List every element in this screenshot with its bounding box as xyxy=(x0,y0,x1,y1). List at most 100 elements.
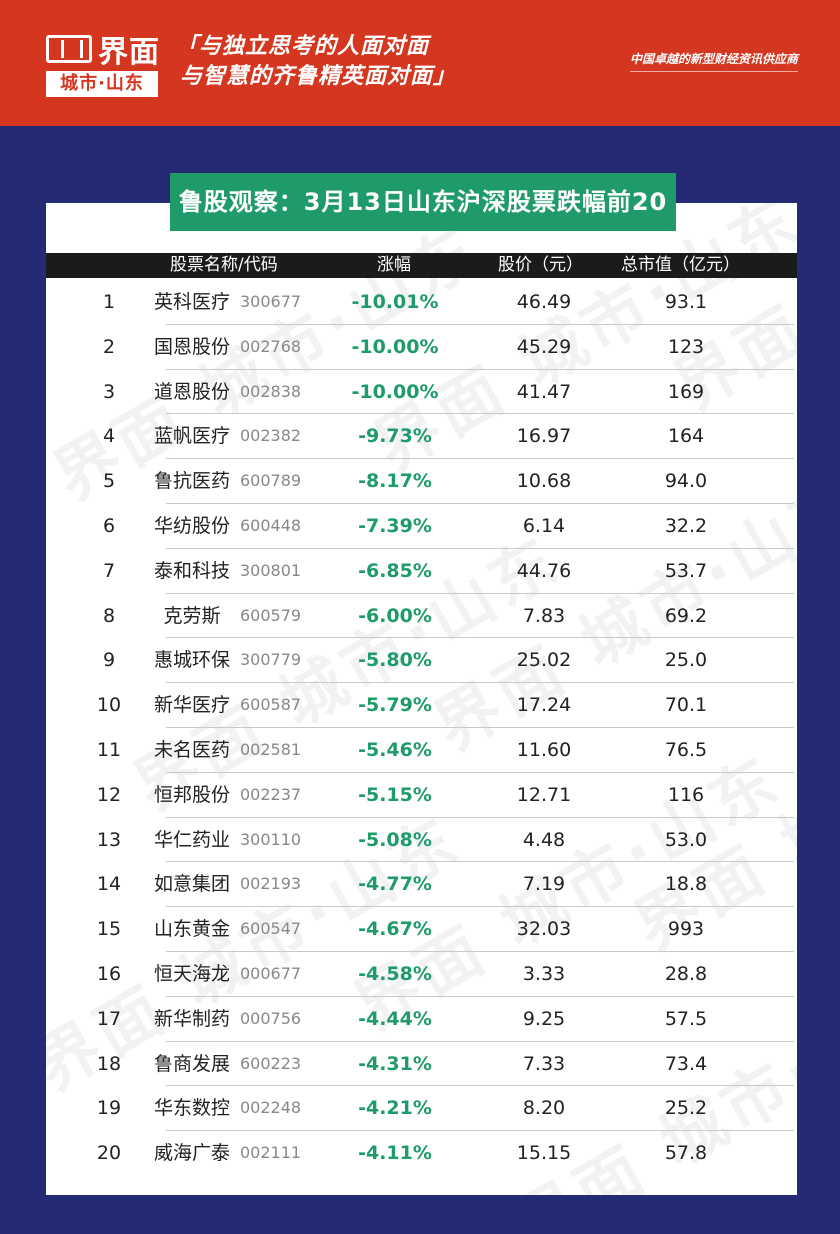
market-cap: 116 xyxy=(667,783,705,806)
column-header-change: 涨幅 xyxy=(377,255,411,275)
table-row: 3 道恩股份 002838 -10.00% 41.47 169 xyxy=(46,370,797,415)
row-rank: 8 xyxy=(102,604,116,627)
city-badge: 城市·山东 xyxy=(46,71,158,97)
market-cap: 93.1 xyxy=(664,291,708,313)
stock-name: 未名医药 xyxy=(153,738,230,761)
stock-code: 002382 xyxy=(240,426,302,446)
table-card: 界面 城市·山东 界面 城市·山东 界面 城市·山东 界面 城市·山东 界面 城… xyxy=(46,203,797,1195)
stock-name: 克劳斯 xyxy=(163,604,221,627)
stock-code: 300677 xyxy=(240,292,302,311)
market-cap: 57.8 xyxy=(664,1142,708,1165)
table-header: 股票名称/代码 涨幅 股价（元） 总市值（亿元） xyxy=(46,253,797,278)
row-rank: 5 xyxy=(102,470,116,493)
stock-price: 12.71 xyxy=(516,783,572,806)
row-rank: 18 xyxy=(96,1052,122,1075)
table-row: 1 英科医疗 300677 -10.01% 46.49 93.1 xyxy=(46,280,797,325)
market-cap: 32.2 xyxy=(664,514,708,537)
change-percent: -10.01% xyxy=(351,291,439,313)
page-title: 鲁股观察：3月13日山东沪深股票跌幅前20 xyxy=(170,173,676,231)
row-rank: 7 xyxy=(102,559,116,582)
stock-code: 002768 xyxy=(240,336,302,356)
row-rank: 20 xyxy=(96,1142,122,1165)
market-cap: 76.5 xyxy=(664,738,708,761)
stock-price: 9.25 xyxy=(522,1007,566,1030)
stock-name: 英科医疗 xyxy=(153,291,230,313)
stock-price: 10.68 xyxy=(516,470,572,493)
table-row: 2 国恩股份 002768 -10.00% 45.29 123 xyxy=(46,325,797,370)
stock-name: 鲁抗医药 xyxy=(153,470,230,493)
table-row: 12 恒邦股份 002237 -5.15% 12.71 116 xyxy=(46,773,797,818)
stock-price: 32.03 xyxy=(516,918,572,941)
market-cap: 18.8 xyxy=(664,873,708,896)
stock-price: 7.19 xyxy=(522,873,566,896)
stock-price: 7.83 xyxy=(522,604,566,627)
market-cap: 28.8 xyxy=(664,962,708,985)
table-row: 18 鲁商发展 600223 -4.31% 7.33 73.4 xyxy=(46,1042,797,1087)
table-row: 13 华仁药业 300110 -5.08% 4.48 53.0 xyxy=(46,818,797,863)
stock-name: 恒邦股份 xyxy=(153,783,230,806)
table-row: 9 惠城环保 300779 -5.80% 25.02 25.0 xyxy=(46,638,797,683)
brand-logo: 界面 xyxy=(46,30,160,70)
stock-price: 6.14 xyxy=(522,514,566,537)
stock-name: 山东黄金 xyxy=(153,918,230,941)
table-row: 15 山东黄金 600547 -4.67% 32.03 993 xyxy=(46,907,797,952)
table-row: 11 未名医药 002581 -5.46% 11.60 76.5 xyxy=(46,728,797,773)
stock-code: 002237 xyxy=(240,784,302,804)
change-percent: -7.39% xyxy=(358,514,432,537)
table-row: 10 新华医疗 600587 -5.79% 17.24 70.1 xyxy=(46,683,797,728)
market-cap: 993 xyxy=(667,918,705,941)
logo-text: 界面 xyxy=(98,35,160,70)
stock-name: 鲁商发展 xyxy=(153,1052,230,1075)
stock-code: 002111 xyxy=(240,1143,302,1163)
table-row: 8 克劳斯 600579 -6.00% 7.83 69.2 xyxy=(46,594,797,639)
change-percent: -10.00% xyxy=(351,380,439,403)
change-percent: -4.21% xyxy=(358,1097,432,1120)
stock-table: 1 英科医疗 300677 -10.01% 46.49 93.1 2 国恩股份 002768 -1… xyxy=(46,280,797,1176)
stock-name: 华仁药业 xyxy=(153,828,230,851)
row-rank: 2 xyxy=(102,335,116,358)
stock-code: 600223 xyxy=(240,1053,302,1073)
table-row: 16 恒天海龙 000677 -4.58% 3.33 28.8 xyxy=(46,952,797,997)
stock-name: 华东数控 xyxy=(153,1097,230,1120)
market-cap: 73.4 xyxy=(664,1052,708,1075)
stock-price: 3.33 xyxy=(522,962,566,985)
row-rank: 17 xyxy=(96,1007,122,1030)
column-header-name-code: 股票名称/代码 xyxy=(170,255,278,275)
stock-price: 11.60 xyxy=(516,738,572,761)
table-row: 20 威海广泰 002111 -4.11% 15.15 57.8 xyxy=(46,1131,797,1176)
change-percent: -4.44% xyxy=(358,1007,432,1030)
market-cap: 94.0 xyxy=(664,470,708,493)
stock-price: 4.48 xyxy=(522,828,566,851)
table-row: 7 泰和科技 300801 -6.85% 44.76 53.7 xyxy=(46,549,797,594)
market-cap: 53.7 xyxy=(664,559,708,582)
change-percent: -5.79% xyxy=(358,694,432,717)
column-header-market-cap: 总市值（亿元） xyxy=(621,255,740,275)
change-percent: -4.67% xyxy=(358,918,432,941)
market-cap: 70.1 xyxy=(664,694,708,717)
stock-name: 惠城环保 xyxy=(153,649,230,672)
stock-price: 17.24 xyxy=(516,694,572,717)
stock-code: 600448 xyxy=(240,515,302,535)
stock-price: 45.29 xyxy=(516,335,572,358)
row-rank: 15 xyxy=(96,918,122,941)
row-rank: 9 xyxy=(102,649,116,672)
row-rank: 1 xyxy=(102,291,116,313)
market-cap: 25.2 xyxy=(664,1097,708,1120)
stock-code: 300779 xyxy=(240,650,302,670)
change-percent: -4.58% xyxy=(358,962,432,985)
stock-name: 恒天海龙 xyxy=(153,962,230,985)
stock-code: 002193 xyxy=(240,874,302,894)
table-row: 4 蓝帆医疗 002382 -9.73% 16.97 164 xyxy=(46,414,797,459)
change-percent: -5.80% xyxy=(358,649,432,672)
change-percent: -4.77% xyxy=(358,873,432,896)
stock-price: 16.97 xyxy=(516,425,572,448)
tagline: 中国卓越的新型财经资讯供应商 xyxy=(629,50,798,72)
stock-price: 15.15 xyxy=(516,1142,572,1165)
stock-code: 600579 xyxy=(240,605,302,625)
stock-name: 华纺股份 xyxy=(153,514,230,537)
stock-code: 600789 xyxy=(240,471,302,491)
table-row: 17 新华制药 000756 -4.44% 9.25 57.5 xyxy=(46,997,797,1042)
stock-price: 44.76 xyxy=(516,559,572,582)
change-percent: -5.15% xyxy=(358,783,432,806)
change-percent: -8.17% xyxy=(358,470,432,493)
